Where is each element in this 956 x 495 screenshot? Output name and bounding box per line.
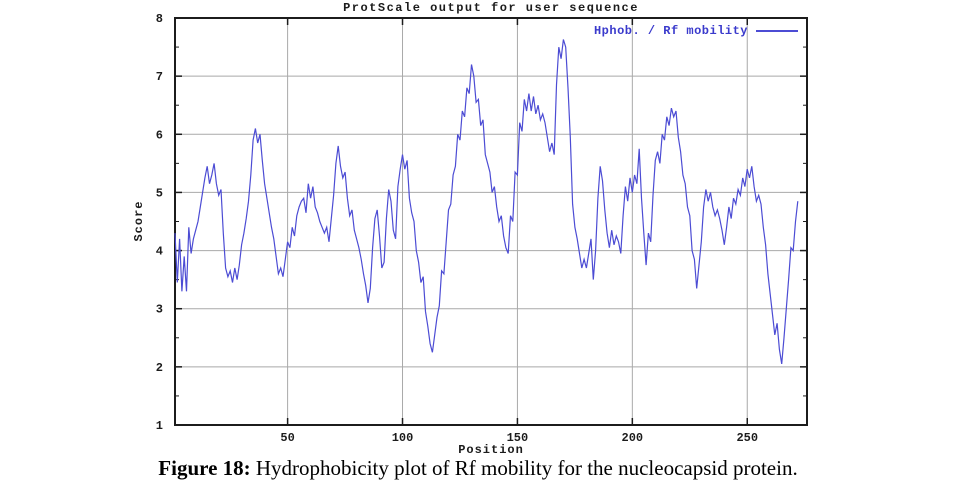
svg-text:250: 250 [736,431,758,445]
x-axis-label: Position [458,443,524,457]
svg-text:7: 7 [156,70,163,84]
chart-legend: Hphob. / Rf mobility [586,24,798,38]
svg-text:3: 3 [156,303,163,317]
svg-text:6: 6 [156,128,163,142]
figure-caption-text: Hydrophobicity plot of Rf mobility for t… [250,456,798,480]
svg-text:50: 50 [280,431,294,445]
svg-text:1: 1 [156,419,163,433]
hydrophobicity-series-line [174,39,799,364]
svg-text:8: 8 [156,12,163,26]
svg-text:2: 2 [156,361,163,375]
hydrophobicity-line-chart: 1 2 3 4 5 6 7 8 50 100 150 200 250 [156,12,808,445]
legend-line-sample [756,30,798,32]
y-axis-label: Score [132,200,146,242]
svg-text:200: 200 [622,431,644,445]
svg-text:150: 150 [507,431,529,445]
plot-title: ProtScale output for user sequence [343,1,639,15]
figure-caption-label: Figure 18: [158,456,251,480]
svg-text:5: 5 [156,186,163,200]
svg-text:100: 100 [392,431,414,445]
svg-text:4: 4 [156,245,163,259]
figure-caption: Figure 18: Hydrophobicity plot of Rf mob… [0,456,956,481]
legend-label: Hphob. / Rf mobility [593,24,748,38]
